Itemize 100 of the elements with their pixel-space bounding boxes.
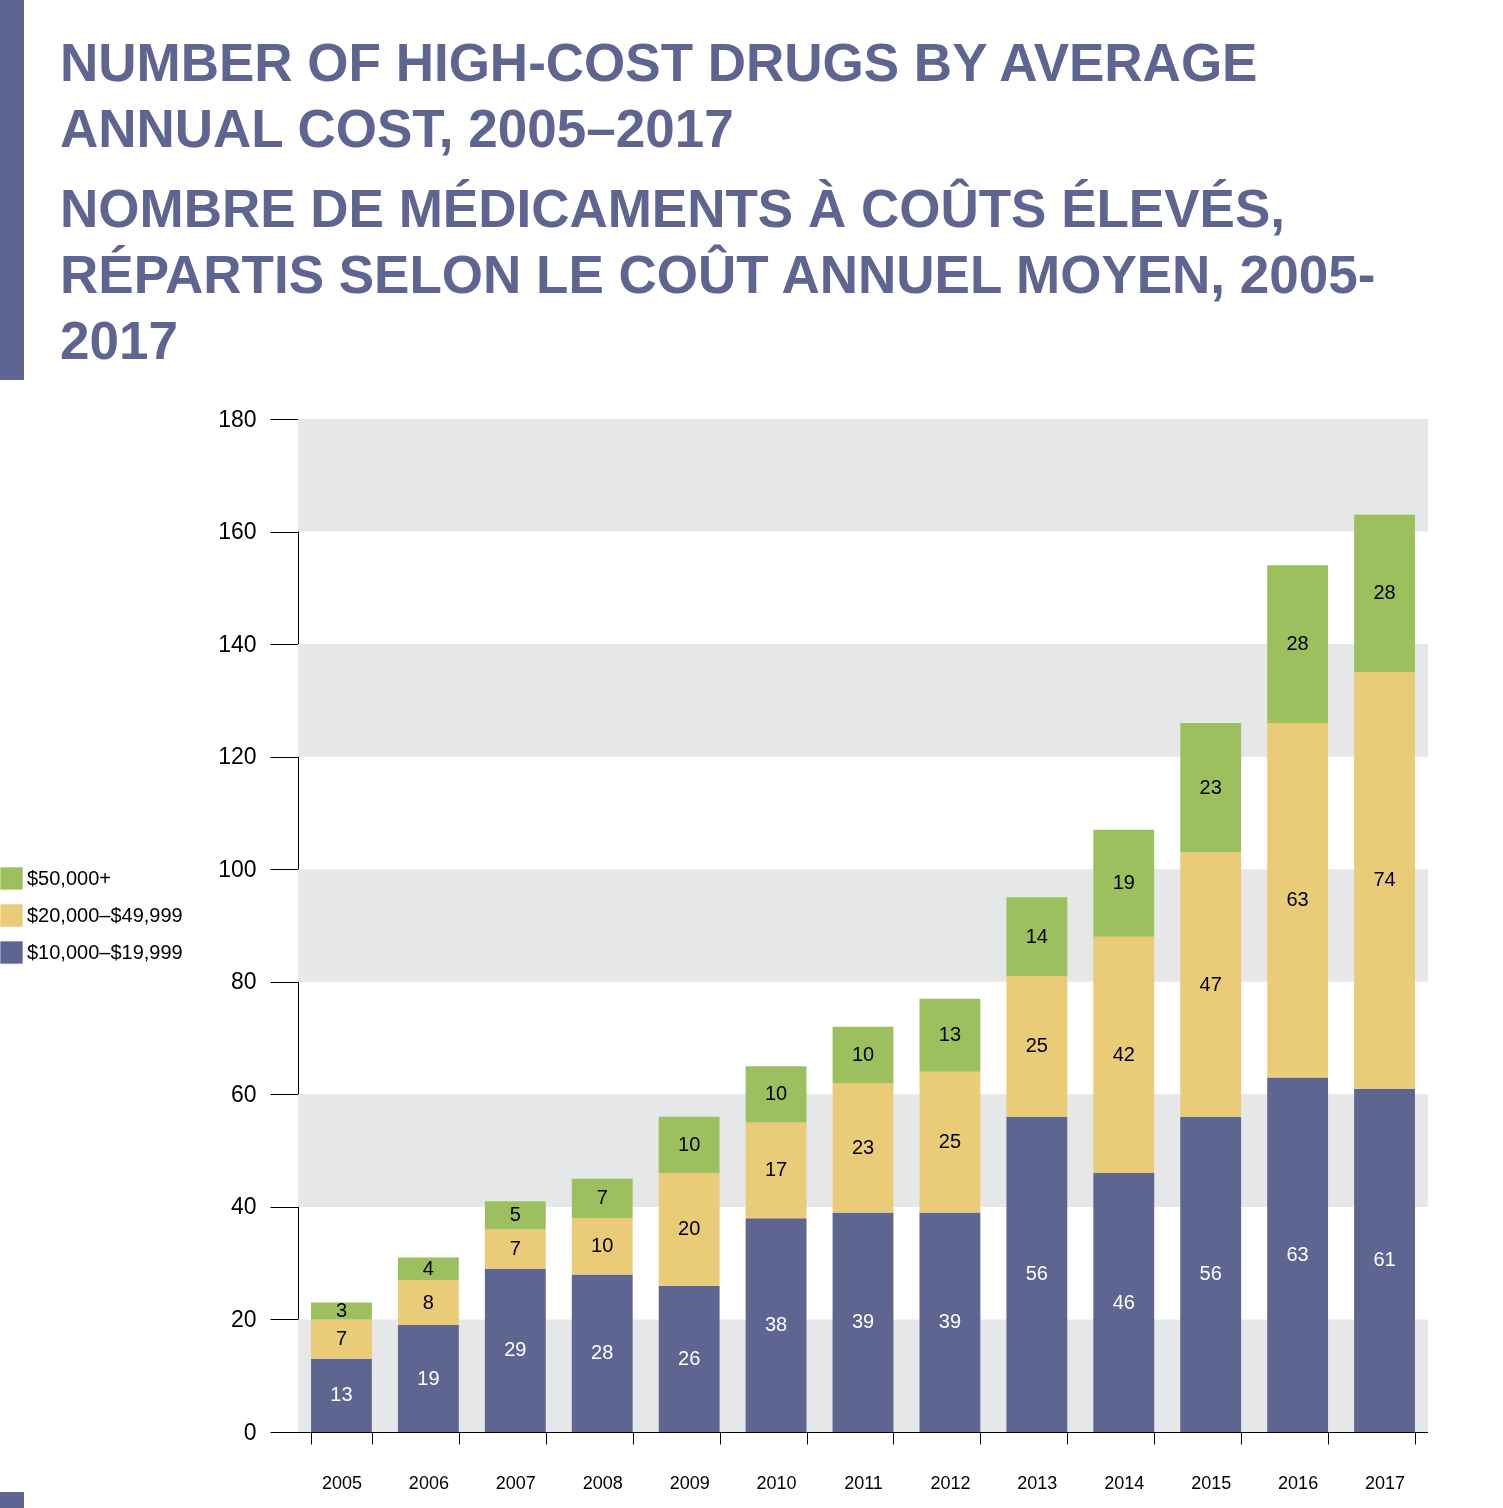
y-tick-label: 20 bbox=[230, 1305, 257, 1332]
data-label: 10 bbox=[851, 1042, 875, 1065]
y-tick-label: 140 bbox=[218, 630, 257, 657]
data-label: 10 bbox=[764, 1082, 788, 1105]
bar bbox=[1006, 897, 1068, 977]
bar bbox=[658, 1173, 720, 1286]
bar bbox=[832, 1026, 894, 1084]
data-label: 17 bbox=[764, 1158, 788, 1181]
data-label: 28 bbox=[1373, 581, 1396, 604]
data-label: 63 bbox=[1286, 888, 1309, 911]
bar bbox=[745, 1218, 807, 1432]
x-tick-label: 2005 bbox=[321, 1472, 362, 1493]
bar bbox=[571, 1178, 633, 1219]
bar bbox=[832, 1212, 894, 1432]
data-label: 19 bbox=[1112, 871, 1135, 894]
bar bbox=[1093, 936, 1155, 1174]
x-tick-label: 2013 bbox=[1017, 1472, 1058, 1493]
bar bbox=[832, 1083, 894, 1213]
chart-subtitle: NOMBRE DE MÉDICAMENTS À COÛTS ÉLEVÉS, RÉPARTIS SELON LE COÛT ANNUEL MOYEN, 2005-2017 bbox=[60, 177, 1377, 372]
bar bbox=[1267, 722, 1329, 1078]
data-label: 63 bbox=[1286, 1242, 1309, 1265]
y-tick-label: 0 bbox=[243, 1418, 257, 1445]
data-label: 25 bbox=[938, 1130, 962, 1153]
bar bbox=[658, 1116, 720, 1174]
bar bbox=[484, 1201, 546, 1230]
x-tick-label: 2016 bbox=[1278, 1472, 1319, 1493]
y-tick-label: 180 bbox=[218, 405, 257, 432]
data-label: 13 bbox=[330, 1383, 353, 1406]
x-tick-label: 2009 bbox=[669, 1472, 710, 1493]
bar bbox=[919, 1212, 981, 1432]
bar bbox=[1006, 1116, 1068, 1432]
data-label: 5 bbox=[509, 1203, 521, 1226]
bar bbox=[571, 1218, 633, 1275]
legend-label: $20,000–$49,999 bbox=[27, 903, 183, 926]
data-label: 74 bbox=[1373, 868, 1396, 891]
bar bbox=[919, 998, 981, 1072]
data-label: 23 bbox=[1199, 775, 1222, 798]
bar bbox=[745, 1066, 807, 1123]
x-tick-label: 2007 bbox=[495, 1472, 536, 1493]
data-label: 29 bbox=[504, 1338, 527, 1361]
bar bbox=[311, 1358, 372, 1432]
bar bbox=[1267, 565, 1329, 723]
x-tick-label: 2014 bbox=[1104, 1472, 1145, 1493]
bar bbox=[311, 1319, 372, 1359]
bar bbox=[1093, 1173, 1155, 1432]
x-tick-label: 2015 bbox=[1191, 1472, 1232, 1493]
legend-label: $10,000–$19,999 bbox=[27, 940, 183, 963]
data-label: 42 bbox=[1112, 1042, 1135, 1065]
bar bbox=[484, 1229, 546, 1269]
x-tick-label: 2011 bbox=[844, 1472, 883, 1493]
data-label: 20 bbox=[678, 1217, 701, 1240]
data-label: 10 bbox=[591, 1234, 614, 1257]
data-label: 38 bbox=[764, 1313, 788, 1336]
data-label: 7 bbox=[596, 1186, 608, 1209]
data-label: 14 bbox=[1025, 924, 1048, 947]
bar bbox=[1354, 514, 1415, 673]
data-label: 28 bbox=[591, 1341, 614, 1364]
data-label: 19 bbox=[417, 1366, 440, 1389]
y-tick-label: 100 bbox=[218, 855, 257, 882]
bar bbox=[1006, 976, 1068, 1117]
bar bbox=[1354, 1088, 1415, 1432]
data-label: 46 bbox=[1112, 1290, 1135, 1313]
data-label: 28 bbox=[1286, 632, 1309, 655]
data-label: 4 bbox=[422, 1256, 434, 1279]
y-tick-label: 80 bbox=[230, 968, 257, 995]
data-label: 7 bbox=[335, 1327, 348, 1350]
data-label: 23 bbox=[851, 1135, 875, 1158]
bar bbox=[571, 1274, 633, 1432]
bar bbox=[745, 1122, 807, 1219]
y-tick-label: 160 bbox=[218, 518, 257, 545]
x-tick-label: 2012 bbox=[930, 1472, 971, 1493]
data-label: 56 bbox=[1199, 1262, 1222, 1285]
y-tick-label: 60 bbox=[230, 1080, 257, 1107]
bar bbox=[919, 1071, 981, 1213]
data-label: 61 bbox=[1373, 1248, 1396, 1271]
data-label: 25 bbox=[1025, 1034, 1048, 1057]
bar bbox=[1180, 852, 1242, 1117]
data-label: 56 bbox=[1025, 1262, 1048, 1285]
y-tick-label: 120 bbox=[218, 743, 257, 770]
data-label: 47 bbox=[1199, 972, 1222, 995]
x-tick-label: 2006 bbox=[408, 1472, 449, 1493]
bar bbox=[397, 1280, 459, 1326]
bar bbox=[658, 1285, 720, 1432]
bar bbox=[1180, 722, 1242, 853]
data-label: 10 bbox=[678, 1132, 701, 1155]
x-tick-label: 2017 bbox=[1365, 1472, 1406, 1493]
bar bbox=[397, 1257, 459, 1281]
y-tick-label: 40 bbox=[230, 1193, 257, 1220]
legend-label: $50,000+ bbox=[27, 866, 111, 889]
data-label: 39 bbox=[938, 1310, 962, 1333]
data-label: 13 bbox=[938, 1023, 962, 1046]
bar bbox=[1354, 672, 1415, 1089]
bar bbox=[1093, 829, 1155, 937]
data-label: 39 bbox=[851, 1310, 875, 1333]
x-tick-label: 2008 bbox=[582, 1472, 623, 1493]
bar bbox=[484, 1268, 546, 1432]
bar bbox=[1180, 1116, 1242, 1432]
x-tick-label: 2010 bbox=[756, 1472, 797, 1493]
data-label: 7 bbox=[509, 1237, 521, 1260]
chart-title: NUMBER OF HIGH-COST DRUGS BY AVERAGE ANNUAL COST, 2005–2017 bbox=[60, 32, 1259, 160]
